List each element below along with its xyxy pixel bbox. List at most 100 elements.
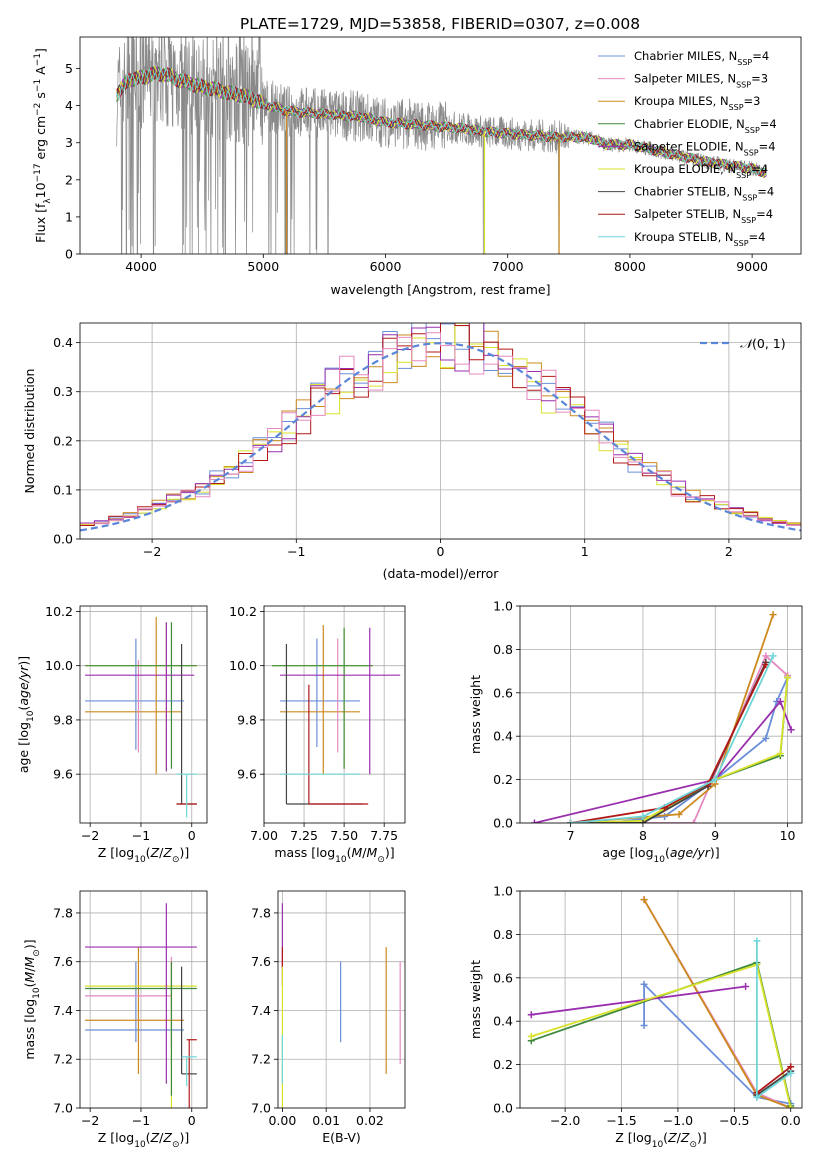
x-axis-label-mass_vs_Z: Z [log10(Z/Z⊙)] — [98, 1130, 190, 1150]
legend-label-chabrier-miles: Chabrier MILES, NSSP=4 — [634, 49, 769, 67]
x-tick-label: 0.0 — [781, 1113, 801, 1128]
panel-weight_vs_age: 7 8 9 10 0.0 0.2 0.4 0.6 0.8 1.0 age [log10(age/yr… — [468, 599, 803, 865]
weight-series-salpeter-stelib — [567, 661, 770, 823]
panel-residuals: −2 −1 0 1 2 0.0 0.1 0.2 0.3 0.4 (data-model)/error… — [22, 322, 802, 581]
y-tick-label: 1.0 — [493, 599, 513, 614]
x-tick-label: −1.5 — [606, 1113, 636, 1128]
errorbar-salpeter-stelib — [308, 684, 369, 805]
weight-point-marker — [527, 1032, 535, 1040]
x-axis-label-weight_vs_age: age [log10(age/yr)] — [602, 845, 719, 865]
plot-area-age_vs_Z — [85, 616, 197, 818]
x-tick-label: 7.50 — [330, 828, 358, 843]
weight-point-marker — [690, 819, 698, 823]
legend-label-salpeter-miles: Salpeter MILES, NSSP=3 — [634, 72, 768, 90]
weight-line — [570, 655, 774, 823]
weight-point-marker — [787, 1104, 795, 1108]
panel-spectrum: 4000 5000 6000 7000 8000 9000 0 1 2 3 4 5 wavelength… — [33, 36, 802, 297]
y-axis-label-weight_vs_age: mass weight — [468, 675, 483, 754]
x-tick-label: −1.0 — [663, 1113, 693, 1128]
x-tick-label: 0 — [188, 828, 196, 843]
x-axis-label-age_vs_Z: Z [log10(Z/Z⊙)] — [98, 845, 190, 865]
x-tick-label: −1 — [132, 1113, 150, 1128]
errorbar-chabrier-miles — [85, 638, 185, 750]
ticks-age_vs_Z — [76, 611, 193, 827]
weight-point-marker — [753, 937, 761, 945]
weight-point-marker — [640, 896, 648, 904]
legend-label-salpeter-stelib: Salpeter STELIB, NSSP=4 — [634, 207, 773, 225]
weight-point-marker — [640, 980, 648, 988]
y-tick-label: 7.8 — [53, 905, 73, 920]
y-tick-label: 0.1 — [53, 482, 73, 497]
errorbar-kroupa-miles — [85, 616, 182, 775]
weight-point-marker — [675, 810, 683, 818]
y-tick-label: 0.0 — [493, 816, 513, 831]
errorbar-kroupa-elodie — [272, 627, 373, 769]
plot-area-age_vs_mass — [272, 624, 401, 805]
axes-frame-weight_vs_age — [519, 605, 803, 824]
y-axis-label-age_vs_Z: age [log10(age/yr)] — [16, 656, 36, 773]
y-tick-label: 0.0 — [493, 1101, 513, 1116]
legend-spectrum: Chabrier MILES, NSSP=4 Salpeter MILES, NS… — [598, 49, 777, 247]
x-axis-label-age_vs_mass: mass [log10(M/M⊙)] — [274, 845, 394, 865]
x-tick-label: 7.75 — [370, 828, 398, 843]
weight-point-marker — [787, 1063, 795, 1071]
weight-point-marker — [769, 652, 777, 660]
model-line-salpeter-stelib — [116, 66, 767, 177]
x-tick-label: 7.25 — [290, 828, 318, 843]
legend-label-kroupa-elodie: Kroupa ELODIE, NSSP=4 — [634, 162, 768, 180]
ticks-weight_vs_age — [516, 605, 788, 827]
plot-area-mass_vs_Z — [85, 903, 197, 1108]
x-tick-label: 10 — [780, 828, 796, 843]
ticks-mass_vs_Z — [76, 912, 193, 1112]
weight-series-chabrier-miles — [603, 674, 792, 823]
axes-frame-mass_vs_ebv — [277, 890, 406, 1109]
y-tick-label: 0.0 — [53, 532, 73, 547]
weight-point-marker — [527, 1011, 535, 1019]
x-axis-label-residuals: (data-model)/error — [383, 566, 500, 581]
weight-series-chabrier-elodie — [567, 674, 792, 823]
legend-label-salpeter-elodie: Salpeter ELODIE, NSSP=4 — [634, 139, 776, 157]
y-tick-label: 0.2 — [493, 772, 513, 787]
y-axis-label-residuals: Normed distribution — [22, 369, 37, 494]
axes-frame-mass_vs_Z — [79, 890, 208, 1109]
ticks-weight_vs_Z — [516, 890, 792, 1112]
axes-frame-age_vs_Z — [79, 605, 208, 824]
x-tick-label: 8000 — [614, 259, 646, 274]
plot-area-mass_vs_ebv — [281, 903, 401, 1108]
weight-line — [570, 662, 767, 823]
y-tick-label: 7.2 — [251, 1052, 271, 1067]
axes-frame-weight_vs_Z — [519, 890, 803, 1109]
y-tick-label: 0.4 — [53, 335, 73, 350]
y-tick-label: 5 — [65, 61, 73, 76]
weight-point-marker — [711, 776, 719, 784]
plot-area-weight_vs_age — [530, 611, 795, 823]
legend-label-chabrier-stelib: Chabrier STELIB, NSSP=4 — [634, 185, 774, 203]
plot-area-weight_vs_Z — [527, 896, 795, 1108]
weight-point-marker — [640, 1022, 648, 1030]
y-axis-label-mass_vs_Z: mass [log10(M/M⊙)] — [22, 939, 42, 1059]
weight-point-marker — [787, 1069, 795, 1077]
legend-label-normal: 𝒩(0, 1) — [740, 336, 786, 351]
x-tick-label: −2 — [143, 544, 161, 559]
ticks-spectrum — [76, 68, 753, 258]
weight-point-marker — [762, 734, 770, 742]
errorbar-salpeter-stelib — [186, 1039, 197, 1108]
y-tick-label: 7.4 — [53, 1003, 73, 1018]
grid-weight_vs_age — [520, 605, 802, 824]
y-tick-label: 7.6 — [53, 954, 73, 969]
panel-mass_vs_Z: −2 −1 0 7.0 7.2 7.4 7.6 7.8 Z [log10(Z/Z⊙)] mass … — [22, 890, 208, 1150]
y-tick-label: 10.0 — [45, 658, 73, 673]
weight-point-marker — [753, 1093, 761, 1101]
x-tick-label: 0.00 — [268, 1113, 296, 1128]
weight-point-marker — [762, 652, 770, 660]
ticks-residuals — [76, 342, 730, 543]
x-tick-label: 9 — [711, 828, 719, 843]
weight-point-marker — [639, 812, 647, 820]
weight-point-marker — [769, 611, 777, 619]
weight-line — [534, 699, 793, 823]
x-tick-label: 7 — [567, 828, 575, 843]
weight-line — [570, 664, 767, 823]
errorbar-salpeter-elodie — [85, 903, 197, 1084]
weight-point-marker — [530, 819, 538, 823]
